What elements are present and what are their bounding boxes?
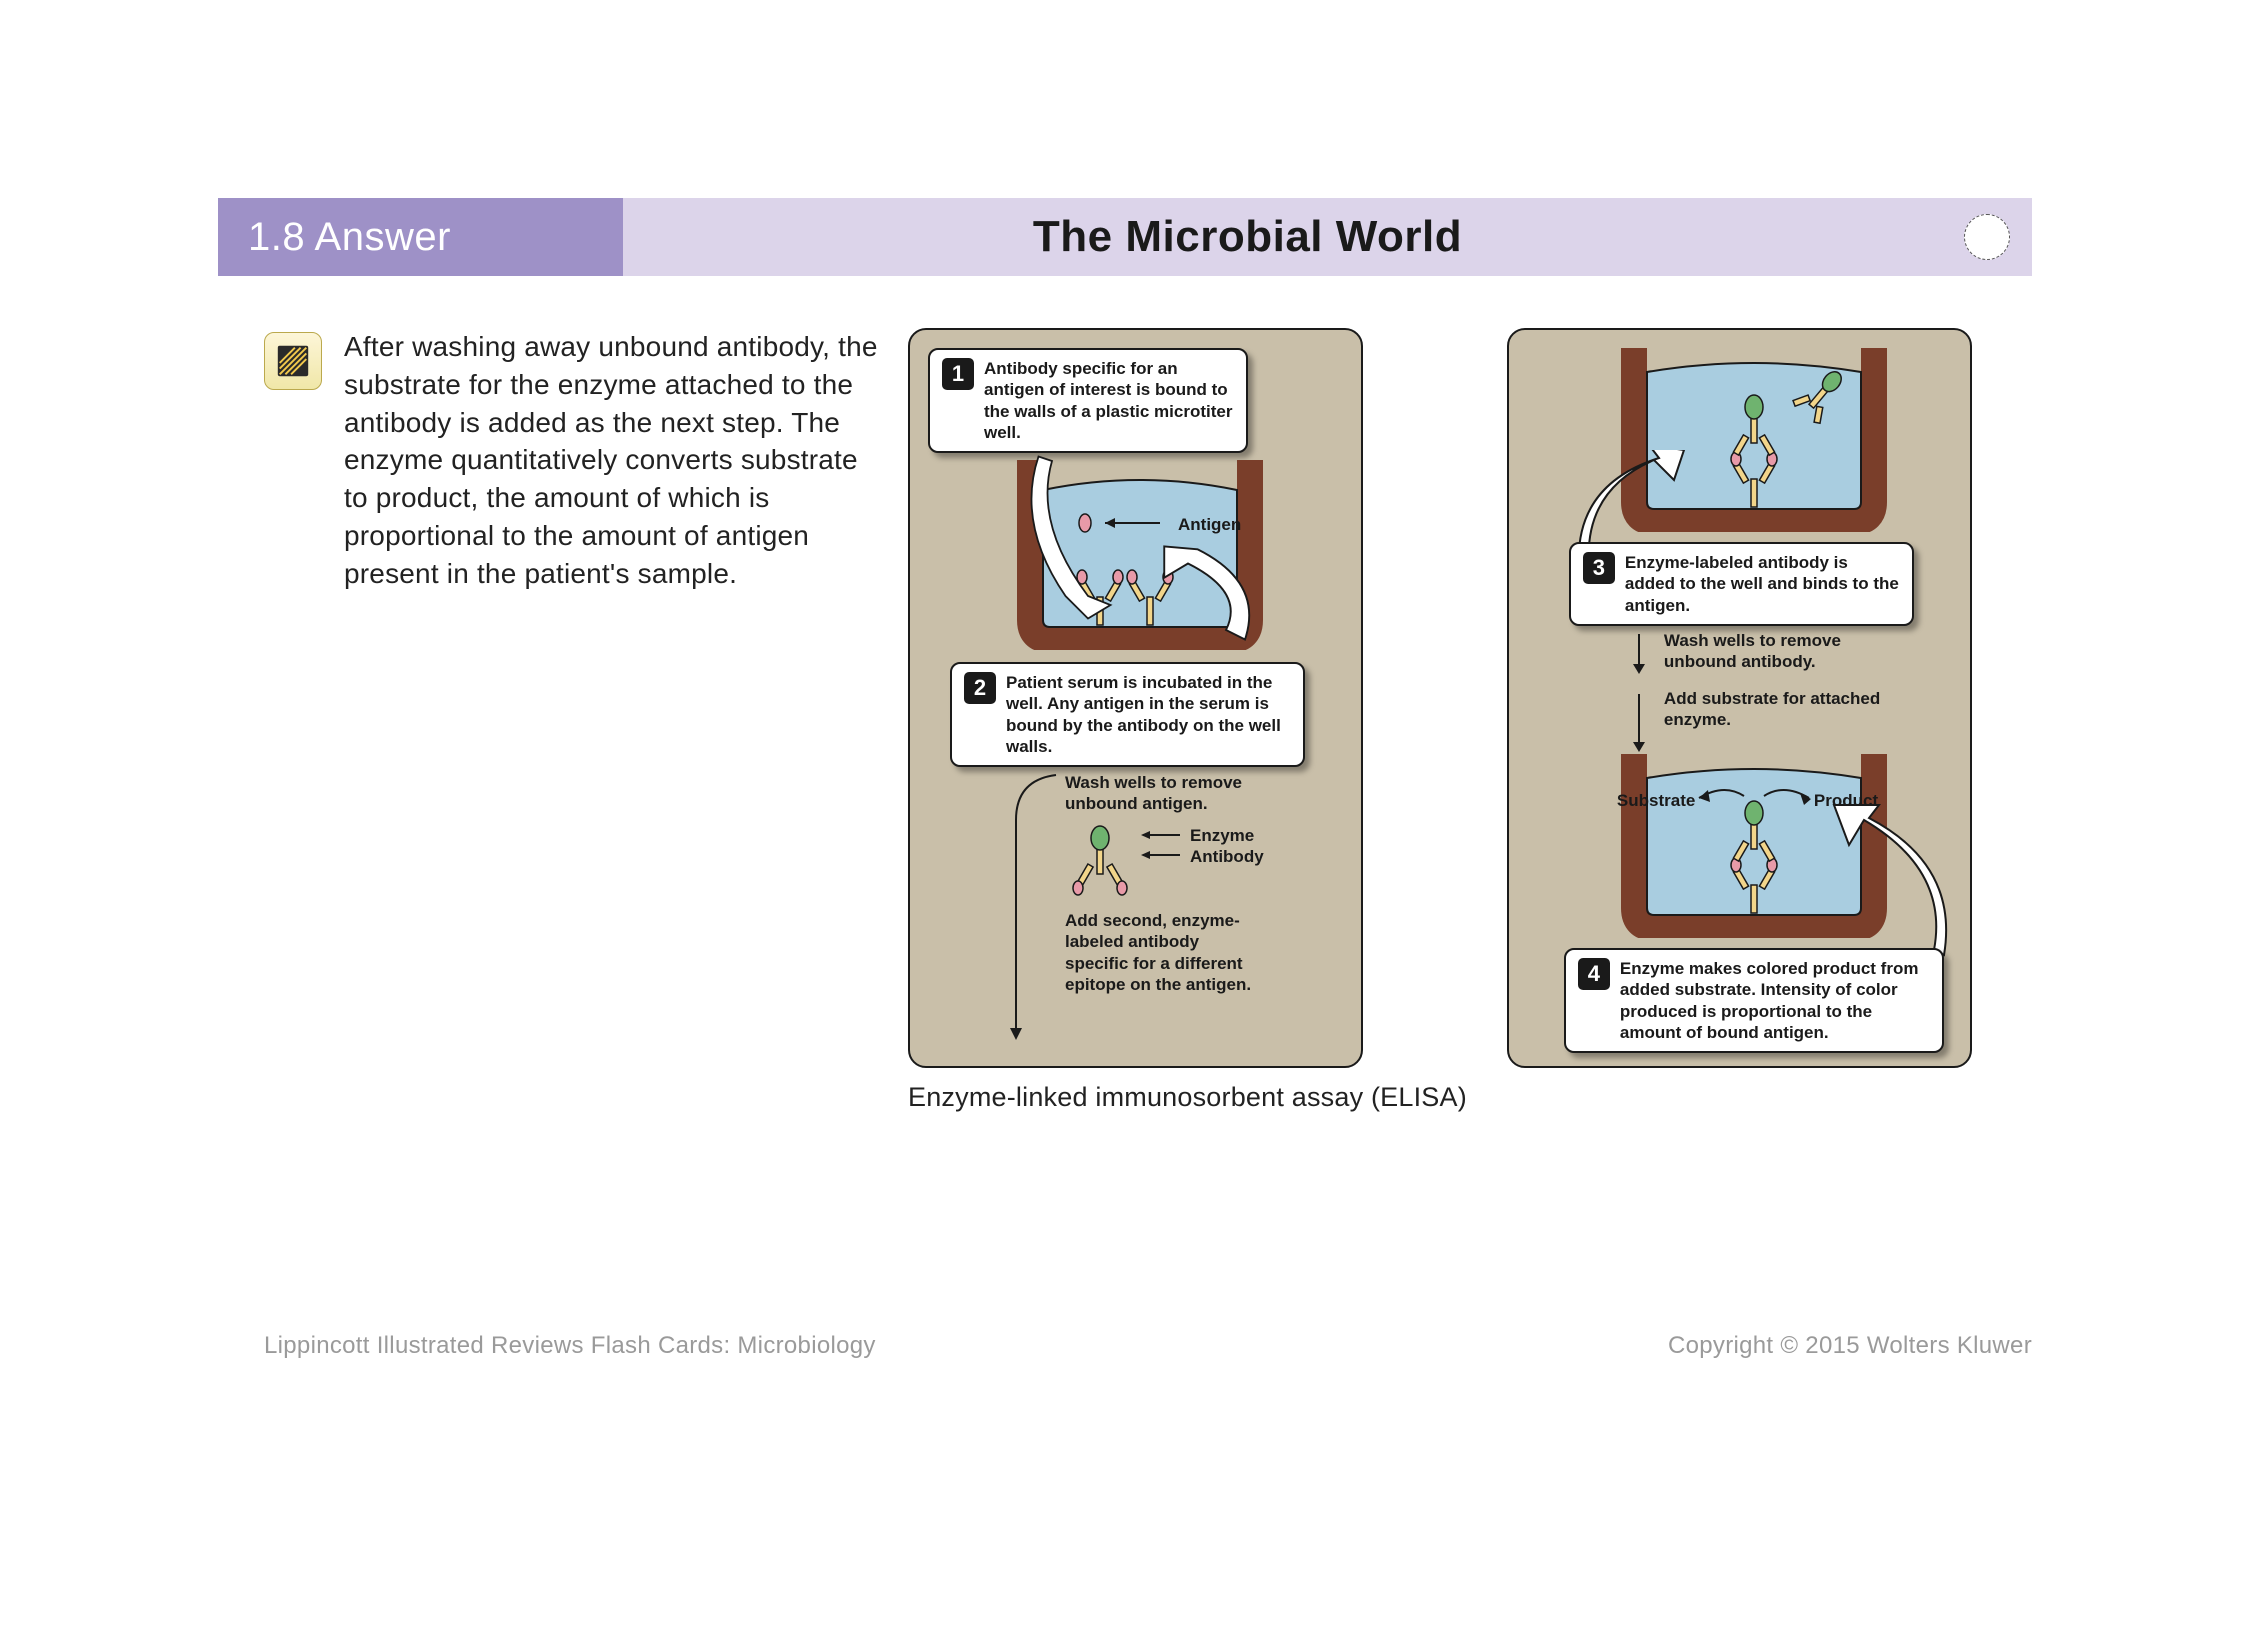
step-text: Enzyme-labeled antibody is added to the … <box>1625 552 1900 616</box>
answer-column: After washing away unbound antibody, the… <box>218 328 878 1113</box>
antigen-label: Antigen <box>1178 514 1241 535</box>
step-text: Patient serum is incubated in the well. … <box>1006 672 1291 757</box>
step-text: Antibody specific for an antigen of inte… <box>984 358 1234 443</box>
wash-label-2: Wash wells to remove unbound antibody. <box>1664 630 1894 673</box>
enzyme-label: Enzyme <box>1190 825 1254 846</box>
footer: Lippincott Illustrated Reviews Flash Car… <box>264 1332 2032 1360</box>
step-box-2: 2 Patient serum is incubated in the well… <box>950 662 1305 767</box>
antibody-label: Antibody <box>1190 846 1264 867</box>
pointer-arrow-4 <box>1829 800 1959 960</box>
content-area: After washing away unbound antibody, the… <box>218 276 2032 1113</box>
step-number: 4 <box>1578 958 1610 990</box>
label-arrows <box>1135 827 1185 865</box>
diagram-caption: Enzyme-linked immunosorbent assay (ELISA… <box>908 1082 1467 1113</box>
footer-copyright: Copyright © 2015 Wolters Kluwer <box>1668 1332 2032 1360</box>
section-label: 1.8 Answer <box>218 198 623 276</box>
step-number: 3 <box>1583 552 1615 584</box>
diagram-panel-right: 3 Enzyme-labeled antibody is added to th… <box>1507 328 1972 1068</box>
wash-label-1: Wash wells to remove unbound antigen. <box>1065 772 1275 815</box>
substrate-label: Substrate <box>1617 790 1695 811</box>
diagram-panel-left: 1 Antibody specific for an antigen of in… <box>908 328 1363 1068</box>
step-number: 1 <box>942 358 974 390</box>
header-bar: 1.8 Answer The Microbial World <box>218 198 2032 276</box>
step-box-4: 4 Enzyme makes colored product from adde… <box>1564 948 1944 1053</box>
enzyme-antibody-icon <box>1060 820 1140 900</box>
flash-card: 1.8 Answer The Microbial World After was… <box>218 198 2032 1113</box>
add-second-label: Add second, enzyme-labeled antibody spec… <box>1065 910 1255 995</box>
step-text: Enzyme makes colored product from added … <box>1620 958 1930 1043</box>
page-title: The Microbial World <box>623 198 2032 276</box>
step-box-3: 3 Enzyme-labeled antibody is added to th… <box>1569 542 1914 626</box>
add-substrate-label: Add substrate for attached enzyme. <box>1664 688 1914 731</box>
answer-icon <box>264 332 322 390</box>
step-box-1: 1 Antibody specific for an antigen of in… <box>928 348 1248 453</box>
well-step-1 <box>990 450 1290 650</box>
punch-hole-icon <box>1964 214 2010 260</box>
footer-source: Lippincott Illustrated Reviews Flash Car… <box>264 1332 876 1360</box>
down-arrow-2 <box>1627 630 1657 760</box>
step-number: 2 <box>964 672 996 704</box>
down-arrow-1 <box>1006 770 1066 1050</box>
diagram-area: 1 Antibody specific for an antigen of in… <box>878 328 2032 1113</box>
answer-text: After washing away unbound antibody, the… <box>344 328 878 1113</box>
